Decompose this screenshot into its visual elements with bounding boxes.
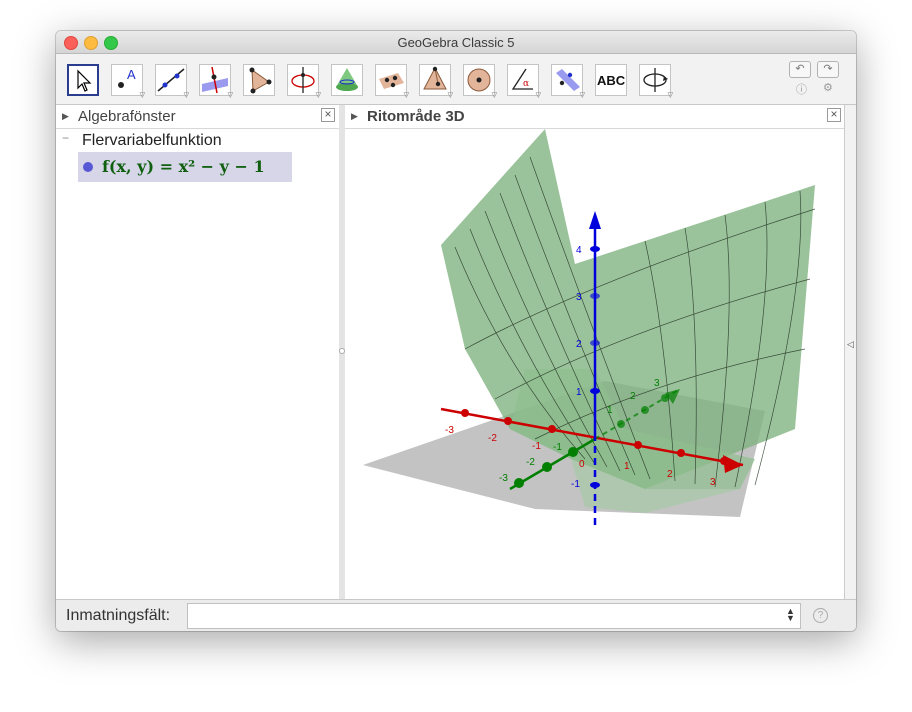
redo-button[interactable]: ↷	[817, 61, 839, 78]
svg-text:A: A	[127, 67, 136, 82]
pyramid-icon	[423, 66, 447, 90]
x-axis-ticks: -3 -2 -1 0 1 2 3	[445, 425, 716, 488]
3d-scene[interactable]: -3 -2 -1 0 1 2 3 -3 -2 -1 1	[345, 129, 844, 599]
view3d-title: Ritområde 3D	[367, 108, 465, 125]
x-tick: 1	[624, 461, 630, 472]
toolbar: A ▽ ▽ ▽ ▽ ▽ ▽ ▽	[56, 54, 856, 105]
cursor-arrow-icon	[77, 69, 92, 92]
input-help-icon[interactable]: ?	[813, 608, 828, 623]
x-tick: 0	[579, 459, 585, 470]
angle-tool-button[interactable]: α ▽	[507, 64, 541, 99]
algebra-title: Algebrafönster	[78, 108, 176, 125]
expand-panel-icon[interactable]: ◁	[847, 339, 854, 349]
object-group-label: Flervariabelfunktion	[82, 132, 222, 149]
text-tool-button[interactable]: ABC	[595, 64, 627, 96]
svg-text:α: α	[523, 79, 529, 89]
panel-toggle-icon[interactable]: ▶	[351, 111, 358, 121]
panel-splitter[interactable]	[339, 105, 345, 599]
x-tick: 3	[710, 477, 716, 488]
text-icon: ABC	[597, 73, 626, 88]
input-label: Inmatningsfält:	[66, 607, 171, 624]
z-tick: 3	[576, 292, 582, 303]
y-tick: 2	[630, 391, 636, 402]
x-tick: -2	[488, 433, 497, 444]
circle-axis-tool-button[interactable]: ▽	[287, 64, 321, 99]
algebra-view: ▶ Algebrafönster × − Flervariabelfunktio…	[56, 105, 340, 599]
point-tool-button[interactable]: A ▽	[111, 64, 145, 99]
visibility-toggle[interactable]	[83, 162, 93, 172]
perpendicular-icon	[202, 66, 228, 94]
polygon-icon	[249, 67, 272, 94]
x-tick: -3	[445, 425, 454, 436]
function-definition[interactable]: f(x, y) = x² − y − 1	[102, 157, 265, 176]
zoom-window-button[interactable]	[104, 36, 118, 50]
move-tool-button[interactable]	[67, 64, 99, 96]
history-arrows-icon[interactable]: ▲ ▼	[786, 606, 795, 623]
z-axis-ticks: -1 1 2 3 4	[571, 245, 582, 490]
y-tick: 3	[654, 378, 660, 389]
plane-icon	[379, 73, 404, 89]
function-name: f	[102, 157, 109, 176]
help-icon[interactable]: ⓘ	[796, 84, 807, 96]
x-tick: 2	[667, 469, 673, 480]
y-tick: -3	[499, 473, 508, 484]
line-icon	[157, 68, 185, 92]
y-tick: 1	[607, 405, 613, 416]
reflect-tool-button[interactable]: ▽	[551, 64, 585, 99]
plane-tool-button[interactable]: ▽	[375, 64, 409, 99]
geogebra-window: GeoGebra Classic 5 A ▽ ▽ ▽ ▽ ▽	[56, 31, 856, 631]
redo-icon: ↷	[823, 63, 833, 75]
z-axis	[589, 211, 601, 525]
sphere-icon	[467, 68, 491, 92]
y-tick: -2	[526, 457, 535, 468]
angle-icon: α	[511, 68, 533, 90]
line-tool-button[interactable]: ▽	[155, 64, 189, 99]
close-window-button[interactable]	[64, 36, 78, 50]
function-expression: x² − y − 1	[178, 157, 265, 176]
close-algebra-button[interactable]: ×	[321, 108, 335, 122]
y-axis	[509, 388, 681, 491]
minimize-window-button[interactable]	[84, 36, 98, 50]
surface-bottom	[571, 459, 740, 513]
z-tick: 2	[576, 339, 582, 350]
right-collapse-bar[interactable]: ◁	[844, 105, 856, 599]
z-tick: 4	[576, 245, 582, 256]
panel-toggle-icon[interactable]: ▶	[62, 111, 69, 121]
polygon-tool-button[interactable]	[243, 64, 275, 96]
function-args: (x, y)	[108, 157, 155, 176]
intersect-surfaces-tool-button[interactable]	[331, 64, 363, 96]
sphere-tool-button[interactable]: ▽	[463, 64, 497, 99]
perpendicular-line-tool-button[interactable]: ▽	[199, 64, 233, 99]
close-view3d-button[interactable]: ×	[827, 108, 841, 122]
algebra-header: ▶ Algebrafönster ×	[56, 105, 339, 129]
pyramid-tool-button[interactable]: ▽	[419, 64, 453, 99]
splitter-handle[interactable]	[339, 348, 345, 354]
x-axis	[440, 407, 744, 473]
circle-axis-icon	[291, 67, 315, 93]
undo-button[interactable]: ↶	[789, 61, 811, 78]
undo-icon: ↶	[795, 63, 805, 75]
point-icon: A	[118, 67, 136, 88]
function-item[interactable]: f(x, y) = x² − y − 1	[78, 152, 292, 182]
input-field[interactable]	[187, 603, 801, 629]
view3d-header: ▶ Ritområde 3D ×	[345, 105, 844, 129]
input-bar: Inmatningsfält: ▲ ▼ ?	[56, 599, 856, 631]
z-tick: 1	[576, 387, 582, 398]
z-tick: -1	[571, 479, 580, 490]
window-title: GeoGebra Classic 5	[397, 35, 515, 50]
x-tick: -1	[532, 441, 541, 452]
collapse-group-icon[interactable]: −	[61, 131, 69, 145]
title-bar: GeoGebra Classic 5	[56, 31, 856, 54]
reflect-icon	[556, 69, 580, 91]
gear-icon[interactable]: ⚙	[823, 82, 833, 94]
rotate-view-tool-button[interactable]: ▽	[639, 64, 673, 99]
cone-icon	[336, 68, 358, 91]
y-tick: -1	[553, 442, 562, 453]
y-axis-ticks: -3 -2 -1 1 2 3	[499, 378, 660, 484]
graphics-3d-view[interactable]: ▶ Ritområde 3D ×	[345, 105, 844, 599]
surface-front	[510, 369, 755, 489]
surface-mesh	[454, 156, 816, 488]
rotate-view-icon	[643, 68, 668, 92]
